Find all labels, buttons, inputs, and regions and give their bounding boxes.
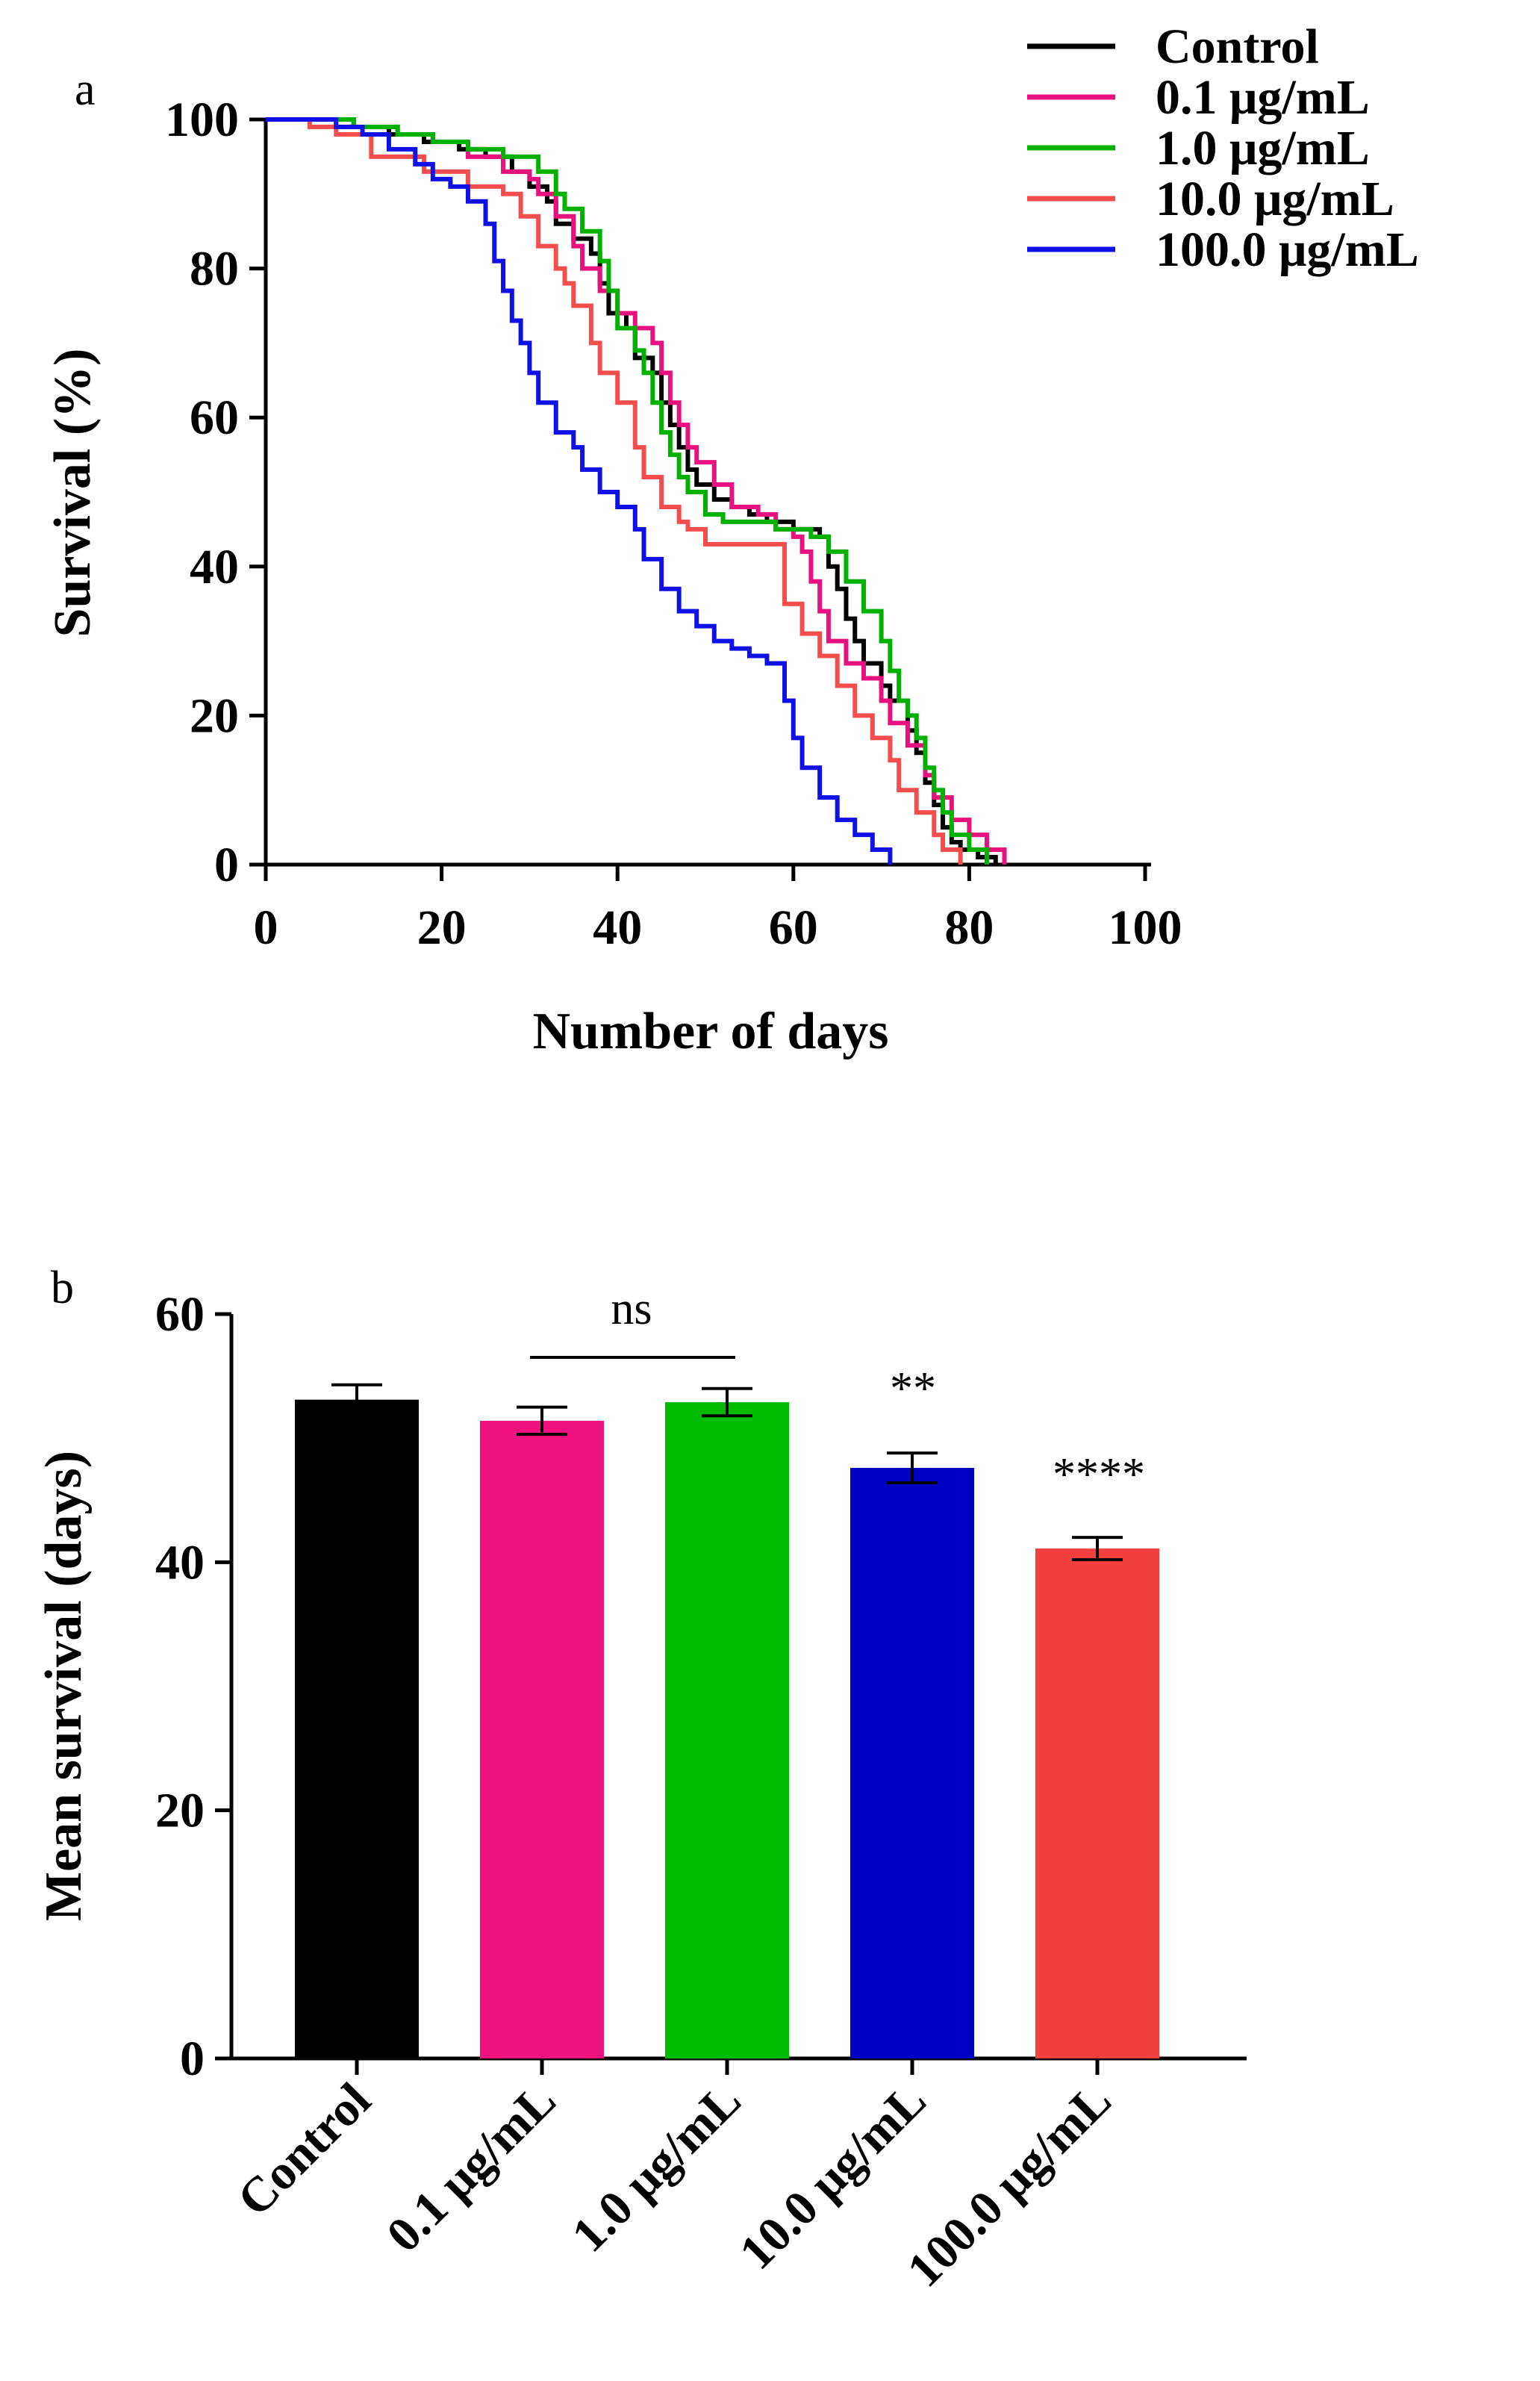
x-tick-label: 80 [944, 900, 994, 955]
legend-label-control: Control [1156, 19, 1319, 74]
x-axis-label: Number of days [532, 1003, 888, 1060]
bar-100-0-g-ml [1035, 1549, 1159, 2058]
y-tick-label: 60 [190, 390, 239, 445]
series-line-control [266, 117, 998, 865]
x-tick-label: 20 [417, 900, 467, 955]
y-tick-label: 80 [190, 242, 239, 296]
y-tick-label: 100 [165, 93, 239, 147]
x-axis-ticks: 0 20 40 60 80 100 [254, 865, 1182, 955]
sig-annotation-100: **** [1053, 1449, 1145, 1500]
y-tick-label: 0 [214, 838, 239, 892]
series-line-100-0-g-ml [266, 117, 893, 865]
x-tick-label: 60 [769, 900, 818, 955]
y-axis-ticks: 0 20 40 60 [155, 1287, 231, 2086]
x-tick-label: 100 [1109, 900, 1182, 955]
ns-annotation: ns [611, 1283, 652, 1334]
bar-control [295, 1399, 419, 2058]
x-tick-label-0-1-g-ml: 0.1 μg/mL [376, 2073, 566, 2262]
survival-series [266, 117, 1007, 865]
bar-10-0-g-ml [850, 1468, 974, 2058]
legend-label-100-0-g-ml: 100.0 μg/mL [1156, 222, 1419, 277]
y-axis-label: Survival (%) [44, 349, 102, 638]
y-axis-label: Mean survival (days) [35, 1451, 93, 1921]
y-tick-label: 40 [155, 1535, 205, 1590]
y-axis-ticks: 0 20 40 60 80 100 [165, 93, 266, 892]
y-tick-label: 40 [190, 540, 239, 594]
bar-0-1-g-ml [480, 1420, 604, 2058]
legend-label-1-0-g-ml: 1.0 μg/mL [1156, 121, 1370, 175]
bar-1-0-g-ml [665, 1401, 789, 2058]
legend-label-0-1-g-ml: 0.1 μg/mL [1156, 70, 1370, 125]
x-tick-label-1-0-g-ml: 1.0 μg/mL [561, 2073, 751, 2262]
bars [295, 1383, 1159, 2058]
y-tick-label: 60 [155, 1287, 205, 1342]
x-tick-label-10-0-g-ml: 10.0 μg/mL [729, 2073, 937, 2280]
y-tick-label: 20 [190, 688, 239, 743]
y-tick-label: 0 [180, 2032, 205, 2086]
y-tick-label: 20 [155, 1784, 205, 1838]
panel-label-a: a [75, 64, 96, 115]
x-tick-label: 40 [593, 900, 642, 955]
x-tick-label: 0 [254, 900, 278, 955]
x-tick-label-control: Control [227, 2073, 381, 2226]
legend-label-10-0-g-ml: 10.0 μg/mL [1156, 172, 1394, 226]
series-line-1-0-g-ml [266, 117, 989, 865]
sig-annotation-10: ** [890, 1363, 936, 1414]
series-line-0-1-g-ml [266, 117, 1007, 865]
panel-label-b: b [51, 1263, 74, 1313]
series-line-10-0-g-ml [266, 117, 963, 865]
